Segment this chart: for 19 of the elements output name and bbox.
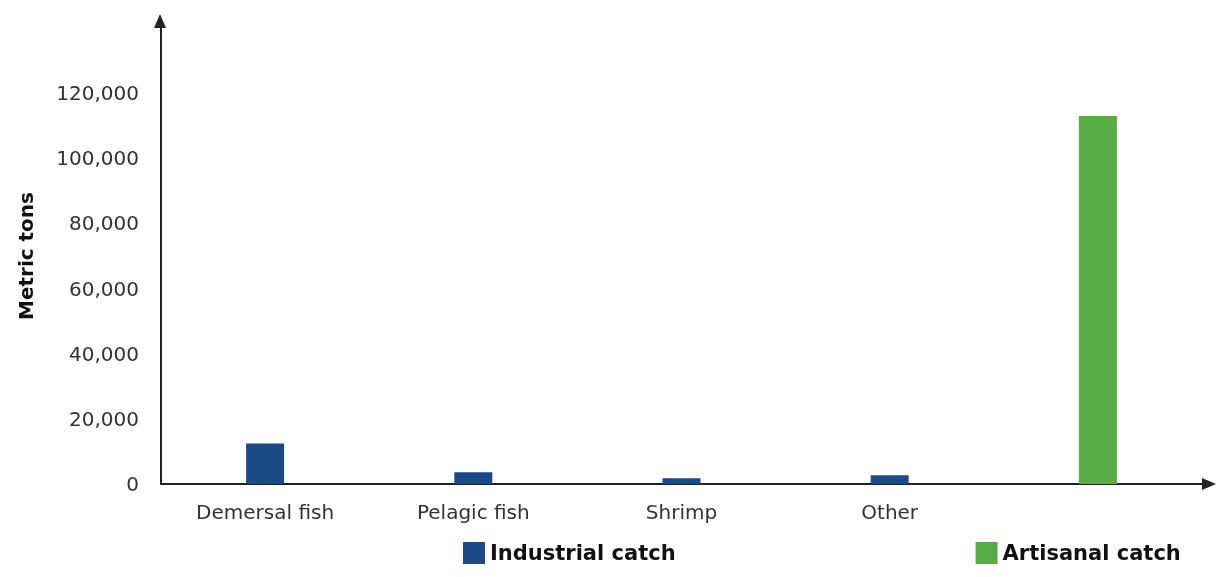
legend-label: Artisanal catch	[1002, 541, 1181, 565]
y-tick-label: 80,000	[69, 211, 139, 236]
bar	[1078, 115, 1117, 484]
bar	[246, 443, 285, 484]
x-tick-label: Demersal fish	[196, 500, 335, 524]
bar	[870, 475, 909, 484]
y-tick-label: 0	[126, 472, 139, 496]
legend-label: Industrial catch	[490, 541, 676, 565]
y-tick-label: 20,000	[69, 406, 139, 431]
bar	[454, 472, 493, 484]
y-tick-label: 120,000	[56, 81, 139, 106]
x-tick-label: Other	[861, 500, 919, 524]
bar	[662, 478, 701, 484]
y-axis-title: Metric tons	[14, 191, 38, 321]
y-tick-label: 100,000	[56, 146, 139, 171]
x-tick-label: Shrimp	[645, 500, 718, 524]
y-tick-label: 60,000	[69, 276, 139, 301]
x-tick-label: Pelagic fish	[416, 500, 530, 524]
y-tick-label: 40,000	[69, 341, 139, 366]
